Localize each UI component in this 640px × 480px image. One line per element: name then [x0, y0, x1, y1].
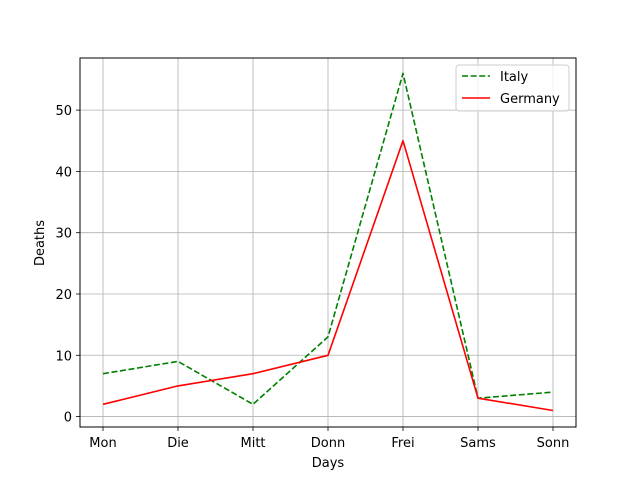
x-axis-label: Days [312, 456, 345, 471]
y-tick-label: 0 [64, 411, 72, 426]
legend-label-italy: Italy [500, 70, 529, 85]
x-tick-label: Die [167, 436, 189, 451]
series-line-germany [102, 139, 554, 412]
x-tick-label: Sonn [537, 436, 570, 451]
grid [80, 58, 576, 427]
y-tick-label: 50 [55, 104, 72, 119]
y-tick-label: 10 [55, 349, 72, 364]
y-tick-label: 40 [55, 165, 72, 180]
y-axis-label: Deaths [33, 220, 48, 266]
y-axis-ticks: 0 10 20 30 40 50 [55, 104, 80, 426]
x-tick-label: Mitt [240, 436, 265, 451]
series-lines [102, 72, 554, 412]
x-axis-ticks: Mon Die Mitt Donn Frei Sams Sonn [89, 427, 569, 451]
legend-label-germany: Germany [500, 92, 560, 107]
legend: Italy Germany [455, 64, 570, 112]
x-tick-label: Donn [311, 436, 345, 451]
x-tick-label: Sams [460, 436, 496, 451]
y-tick-label: 20 [55, 288, 72, 303]
y-tick-label: 30 [55, 227, 72, 242]
x-tick-label: Frei [391, 436, 414, 451]
x-tick-label: Mon [89, 436, 116, 451]
